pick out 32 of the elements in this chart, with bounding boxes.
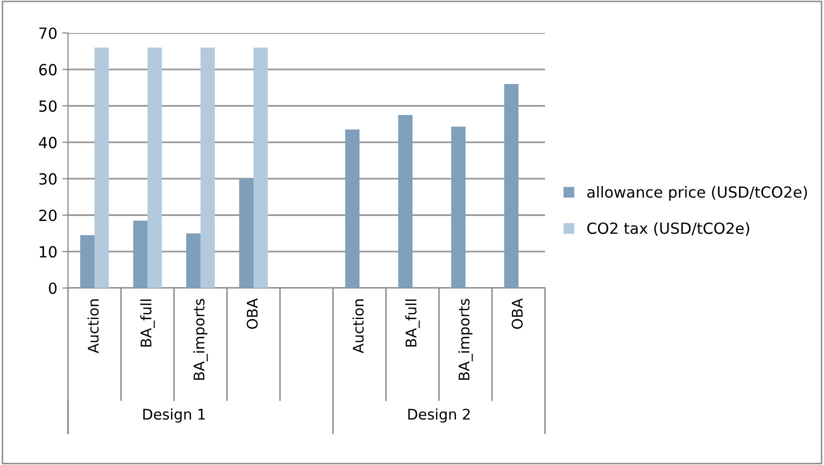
legend-label: CO2 tax (USD/tCO2e) — [587, 222, 750, 236]
y-tick-label: 60 — [39, 64, 57, 76]
bar — [254, 48, 268, 288]
y-tick-label: 30 — [39, 173, 57, 185]
y-tick-label: 70 — [39, 27, 57, 40]
bar — [398, 114, 412, 288]
y-tick-label: 50 — [39, 100, 57, 112]
y-tick-label: 0 — [48, 282, 57, 294]
legend-label: allowance price (USD/tCO2e) — [587, 186, 807, 201]
x-tick-label: BA_full — [405, 300, 420, 347]
x-tick-label: Auction — [87, 299, 99, 354]
x-tick-label: BA_imports — [458, 298, 473, 380]
bar — [239, 178, 254, 288]
x-tick-label: BA_imports — [193, 298, 208, 380]
x-tick-label: OBA — [512, 298, 523, 329]
x-tick-label: BA_full — [140, 300, 155, 347]
bar — [94, 48, 109, 288]
bar — [451, 126, 466, 288]
bar — [504, 84, 518, 288]
x-tick-label: OBA — [246, 298, 258, 329]
y-tick-label: 40 — [38, 136, 57, 148]
bar — [186, 233, 200, 288]
text: Design 2 — [408, 408, 470, 423]
y-tick-label: 20 — [39, 210, 57, 222]
bar — [133, 220, 148, 288]
text: Design 1 — [143, 408, 205, 423]
bar — [200, 48, 215, 288]
x-tick-label: Auction — [352, 299, 364, 354]
bar — [148, 48, 162, 288]
bar — [345, 130, 360, 288]
bar — [80, 235, 94, 288]
y-tick-label: 10 — [40, 246, 57, 258]
